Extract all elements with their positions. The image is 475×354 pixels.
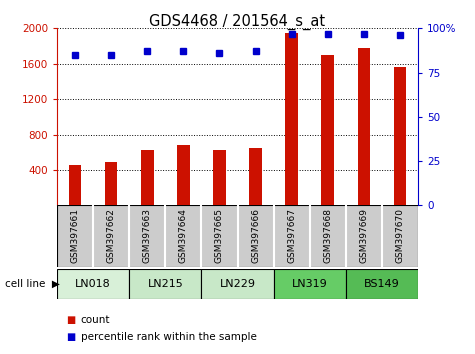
Text: LN215: LN215 (147, 279, 183, 289)
Text: percentile rank within the sample: percentile rank within the sample (81, 332, 256, 342)
Bar (346, 269, 418, 299)
Text: GSM397666: GSM397666 (251, 208, 260, 263)
Text: GSM397669: GSM397669 (360, 208, 368, 263)
Text: LN229: LN229 (219, 279, 256, 289)
Bar (358, 48, 370, 205)
Text: LN018: LN018 (75, 279, 111, 289)
Bar (69, 165, 81, 205)
Text: GSM397670: GSM397670 (396, 208, 404, 263)
Text: cell line  ▶: cell line ▶ (5, 279, 60, 289)
Bar (201, 269, 274, 299)
Bar (177, 145, 190, 205)
Text: GDS4468 / 201564_s_at: GDS4468 / 201564_s_at (150, 14, 325, 30)
Text: ■: ■ (66, 332, 76, 342)
Text: GSM397665: GSM397665 (215, 208, 224, 263)
Text: GSM397662: GSM397662 (107, 208, 115, 263)
Bar (141, 150, 153, 205)
Bar (105, 162, 117, 205)
Bar (394, 67, 406, 205)
Bar (322, 55, 334, 205)
Bar (213, 150, 226, 205)
Bar (274, 269, 346, 299)
Text: LN319: LN319 (292, 279, 328, 289)
Text: GSM397664: GSM397664 (179, 208, 188, 263)
Text: ■: ■ (66, 315, 76, 325)
Text: count: count (81, 315, 110, 325)
Text: GSM397668: GSM397668 (323, 208, 332, 263)
Text: GSM397667: GSM397667 (287, 208, 296, 263)
Bar (129, 269, 201, 299)
Text: GSM397663: GSM397663 (143, 208, 152, 263)
Bar (249, 148, 262, 205)
Text: BS149: BS149 (364, 279, 400, 289)
Bar (57, 269, 129, 299)
Bar (285, 33, 298, 205)
Text: GSM397661: GSM397661 (71, 208, 79, 263)
